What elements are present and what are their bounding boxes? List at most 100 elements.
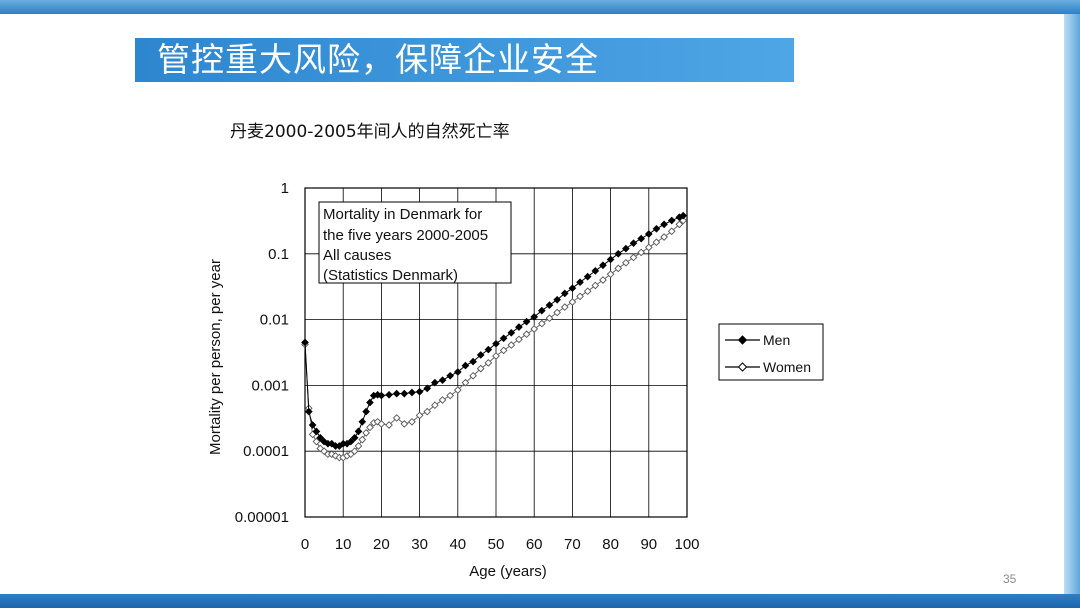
- x-tick-label: 90: [640, 536, 657, 553]
- data-point-men: [461, 361, 470, 370]
- y-tick-label: 0.00001: [235, 509, 289, 526]
- data-point-men: [679, 211, 688, 220]
- data-point-women: [469, 371, 477, 380]
- data-point-men: [515, 323, 523, 331]
- data-point-women: [350, 447, 359, 456]
- data-point-women: [327, 450, 336, 459]
- data-point-women: [667, 227, 676, 236]
- data-point-men: [438, 376, 447, 385]
- data-point-women: [507, 341, 516, 349]
- data-point-men: [492, 339, 500, 348]
- data-point-men: [622, 244, 630, 253]
- data-point-men: [358, 417, 367, 426]
- data-point-men: [408, 388, 416, 397]
- data-point-women: [660, 233, 668, 241]
- data-point-women: [392, 414, 401, 422]
- data-point-women: [431, 401, 439, 410]
- series-layer: [301, 211, 688, 462]
- data-point-men: [366, 398, 374, 407]
- x-tick-label: 30: [411, 536, 428, 553]
- data-point-women: [583, 287, 592, 296]
- data-point-men: [484, 345, 493, 354]
- data-point-men: [400, 389, 409, 398]
- chart-note-line-2: the five years 2000-2005: [323, 227, 488, 244]
- data-point-men: [453, 368, 462, 376]
- x-tick-label: 20: [373, 536, 390, 553]
- data-point-men: [392, 389, 401, 398]
- data-point-men: [301, 338, 309, 347]
- data-point-women: [675, 220, 684, 229]
- series-men: [301, 211, 688, 450]
- data-point-men: [545, 301, 554, 309]
- data-point-women: [453, 386, 462, 394]
- data-point-men: [507, 328, 516, 337]
- chart-note-line-4: (Statistics Denmark): [323, 267, 458, 284]
- data-point-men: [576, 278, 584, 287]
- data-point-men: [538, 306, 546, 315]
- data-point-men: [320, 437, 328, 446]
- data-point-women: [312, 437, 321, 446]
- data-point-women: [461, 378, 470, 387]
- y-tick-label: 0.001: [251, 377, 289, 394]
- data-point-men: [553, 295, 561, 304]
- chart-legend: Men Women: [718, 323, 824, 381]
- data-point-men: [423, 384, 432, 393]
- data-point-men: [347, 437, 355, 446]
- legend-women-marker: [737, 362, 748, 372]
- data-point-men: [308, 421, 317, 429]
- data-point-women: [385, 421, 393, 429]
- data-point-men: [660, 220, 668, 229]
- data-point-women: [576, 292, 584, 301]
- data-point-men: [446, 371, 454, 380]
- data-point-men: [476, 351, 485, 359]
- data-point-men: [385, 390, 393, 399]
- data-point-men: [304, 407, 313, 416]
- right-decor-bar: [1064, 14, 1080, 594]
- page-number: 35: [1003, 572, 1017, 586]
- chart-note-box: Mortality in Denmark for the five years …: [318, 201, 512, 284]
- data-point-women: [652, 238, 661, 247]
- data-point-women: [522, 330, 531, 339]
- data-point-women: [530, 325, 539, 333]
- data-point-women: [622, 258, 630, 267]
- data-point-women: [614, 264, 623, 273]
- data-point-women: [538, 319, 546, 328]
- data-point-women: [499, 346, 508, 355]
- bottom-decor-bar: [0, 594, 1080, 608]
- x-tick-label: 40: [449, 536, 466, 553]
- x-tick-label: 50: [488, 536, 505, 553]
- data-point-men: [327, 439, 336, 448]
- data-point-men: [316, 433, 325, 442]
- legend-men-label: Men: [763, 332, 790, 348]
- data-point-women: [476, 364, 485, 373]
- chart-subtitle: 丹麦2000-2005年间人的自然死亡率: [230, 122, 510, 142]
- data-point-women: [545, 314, 554, 323]
- data-point-women: [599, 276, 607, 284]
- data-point-men: [560, 289, 569, 298]
- y-tick-label: 0.1: [268, 246, 289, 263]
- data-point-men: [350, 433, 359, 442]
- data-point-women: [415, 411, 424, 420]
- data-point-men: [599, 261, 607, 270]
- data-point-women: [492, 352, 500, 360]
- data-point-men: [568, 284, 577, 293]
- data-point-men: [469, 357, 477, 366]
- data-point-men: [583, 272, 592, 281]
- chart-note-line-1: Mortality in Denmark for: [323, 206, 482, 223]
- data-point-men: [522, 317, 531, 326]
- y-axis-label: Mortality per person, per year: [207, 259, 224, 455]
- data-point-men: [354, 427, 363, 436]
- data-point-men: [614, 249, 623, 258]
- x-tick-label: 0: [301, 536, 309, 553]
- data-point-women: [438, 396, 447, 404]
- y-tick-label: 1: [281, 180, 289, 197]
- data-point-women: [644, 243, 653, 252]
- data-point-women: [629, 253, 638, 262]
- data-point-men: [415, 387, 424, 396]
- data-point-men: [606, 255, 615, 264]
- x-tick-label: 100: [674, 536, 699, 553]
- data-point-men: [644, 230, 653, 238]
- series-women: [301, 216, 688, 462]
- data-point-men: [431, 378, 439, 387]
